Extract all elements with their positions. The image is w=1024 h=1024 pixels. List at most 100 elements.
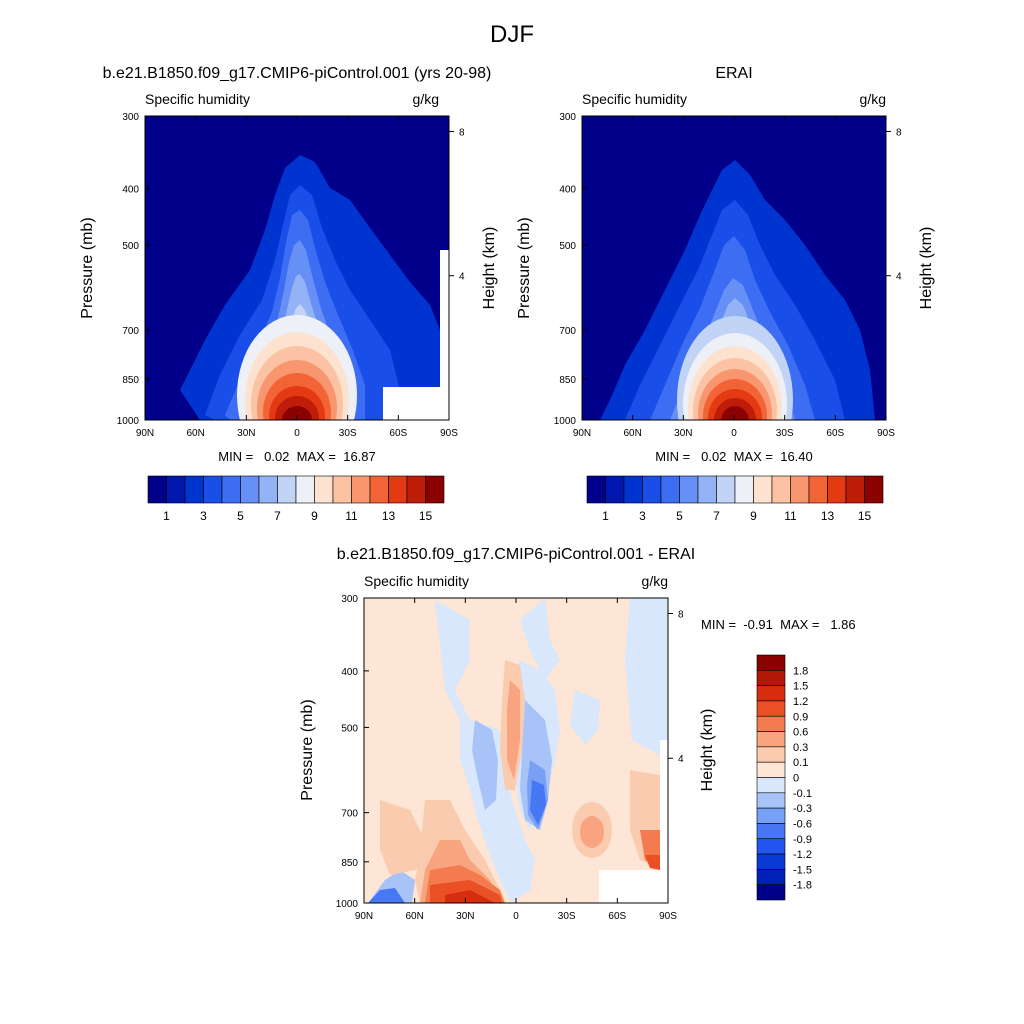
- units-label: g/kg: [860, 91, 886, 107]
- y-tick-label: 850: [341, 858, 358, 869]
- colorbar-label: 0.6: [793, 727, 808, 739]
- figure-title: DJF: [490, 21, 534, 48]
- panel-title: b.e21.B1850.f09_g17.CMIP6-piControl.001 …: [103, 65, 492, 82]
- colorbar-label: 11: [345, 509, 358, 523]
- colorbar-box: [314, 475, 334, 504]
- contour-band: [530, 780, 546, 825]
- x-tick-label: 0: [294, 428, 300, 439]
- panel-title: ERAI: [715, 65, 752, 82]
- x-tick-label: 60N: [623, 428, 641, 439]
- min-max-summary: MIN = 0.02 MAX = 16.40: [655, 449, 813, 464]
- colorbar-label: 13: [821, 509, 835, 523]
- variable-label: Specific humidity: [145, 91, 250, 107]
- x-tick-label: 30N: [456, 911, 474, 922]
- colorbar-label: -1.8: [793, 880, 812, 892]
- colorbar-box: [388, 475, 408, 504]
- y-tick-label: 400: [559, 185, 576, 196]
- colorbar-label: -1.5: [793, 864, 812, 876]
- colorbar: 1.8 1.5 1.2 0.9 0.6 0.3 0.1 0 -0.1 -0.3 -0.6 -0.9 -1…: [756, 654, 812, 901]
- colorbar-label: 9: [311, 509, 318, 523]
- contour-band: [380, 800, 430, 875]
- colorbar-label: 5: [237, 509, 244, 523]
- missing-data-region: [660, 740, 668, 870]
- x-tick-label: 60S: [608, 911, 626, 922]
- colorbar-box: [605, 475, 625, 504]
- y-tick-label: 500: [341, 723, 358, 734]
- min-max-summary: MIN = -0.91 MAX = 1.86: [701, 617, 856, 632]
- colorbar-label: 0.3: [793, 742, 808, 754]
- colorbar-box: [203, 475, 223, 504]
- y2-axis: 84: [449, 127, 465, 283]
- contour-band: [282, 406, 312, 420]
- colorbar-label: 3: [200, 509, 207, 523]
- missing-data-region: [383, 387, 449, 420]
- colorbar-box: [864, 475, 884, 504]
- colorbar-box: [790, 475, 810, 504]
- y-axis-title: Pressure (mb): [79, 217, 96, 318]
- colorbar-box: [166, 475, 186, 504]
- colorbar-label: 7: [274, 509, 281, 523]
- y-axis-title: Pressure (mb): [516, 217, 533, 318]
- colorbar-label: 1.8: [793, 665, 808, 677]
- y2-tick-label: 8: [678, 609, 684, 620]
- x-tick-label: 90N: [573, 428, 591, 439]
- colorbar-box: [756, 670, 786, 686]
- colorbar-box: [295, 475, 315, 504]
- colorbar-label: -0.3: [793, 803, 812, 815]
- colorbar-box: [756, 761, 786, 778]
- y-tick-label: 300: [122, 112, 139, 123]
- y2-tick-label: 4: [896, 272, 902, 283]
- colorbar-box: [623, 475, 643, 504]
- colorbar-box: [332, 475, 352, 504]
- colorbar-box: [642, 475, 662, 504]
- panel-diff: b.e21.B1850.f09_g17.CMIP6-piControl.001 …: [299, 546, 856, 922]
- x-axis: 90N 60N 30N 0 30S 60S 90S: [136, 116, 458, 439]
- colorbar-box: [771, 475, 791, 504]
- y-tick-label: 850: [559, 375, 576, 386]
- y-tick-label: 300: [341, 594, 358, 605]
- y2-tick-label: 8: [896, 127, 902, 138]
- y2-axis-title: Height (km): [481, 227, 498, 310]
- colorbar-label: -0.6: [793, 818, 812, 830]
- y-tick-label: 1000: [336, 899, 359, 910]
- colorbar-box: [716, 475, 736, 504]
- variable-label: Specific humidity: [582, 91, 687, 107]
- colorbar-box: [406, 475, 426, 504]
- x-tick-label: 30N: [237, 428, 255, 439]
- y-tick-label: 300: [559, 112, 576, 123]
- colorbar-box: [756, 777, 786, 794]
- colorbar-box: [147, 475, 167, 504]
- colorbar-box: [756, 715, 786, 732]
- y2-axis: 84: [886, 127, 902, 283]
- colorbar-box: [756, 823, 786, 840]
- colorbar-label: -0.1: [793, 788, 812, 800]
- contour-band: [507, 680, 520, 780]
- colorbar-box: [753, 475, 773, 504]
- x-tick-label: 30N: [674, 428, 692, 439]
- missing-data-region: [599, 870, 668, 903]
- contour-band: [440, 598, 668, 760]
- y-tick-label: 700: [559, 326, 576, 337]
- panel-obs: ERAI Specific humidity g/kg 90N 60N 30N 0 30…: [516, 65, 935, 523]
- colorbar-label: 0.9: [793, 711, 808, 723]
- colorbar-label: 9: [750, 509, 757, 523]
- x-tick-label: 60S: [389, 428, 407, 439]
- colorbar-label: 1.5: [793, 681, 808, 693]
- colorbar-box: [697, 475, 717, 504]
- colorbar-label: 13: [382, 509, 396, 523]
- colorbar-box: [756, 807, 786, 824]
- x-axis: 90N 60N 30N 0 30S 60S 90S: [355, 598, 677, 922]
- colorbar-box: [808, 475, 828, 504]
- colorbar-label: 1: [602, 509, 609, 523]
- x-tick-label: 90S: [877, 428, 895, 439]
- y-axis: 300 400 500 700 850 1000: [336, 594, 369, 910]
- y-tick-label: 850: [122, 375, 139, 386]
- colorbar-box: [351, 475, 371, 504]
- contour-band: [445, 890, 495, 903]
- colorbar-box: [756, 654, 786, 671]
- panel-model: b.e21.B1850.f09_g17.CMIP6-piControl.001 …: [79, 65, 498, 523]
- contour-band: [645, 855, 660, 870]
- colorbar-box: [756, 731, 786, 748]
- colorbar-box: [845, 475, 865, 504]
